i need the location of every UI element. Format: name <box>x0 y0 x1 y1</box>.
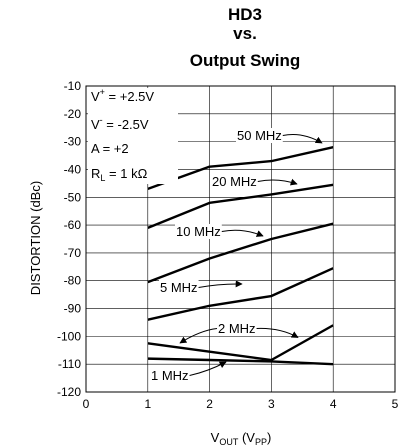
series-label-bg <box>236 128 283 143</box>
y-tick-label: -110 <box>58 357 81 371</box>
x-tick-label: 1 <box>144 397 151 411</box>
y-tick-label: -40 <box>64 162 82 176</box>
x-tick-label: 3 <box>268 397 275 411</box>
annotation-arrow <box>221 229 264 237</box>
series-label-bg <box>211 174 258 189</box>
y-tick-label: -60 <box>64 218 82 232</box>
y-tick-label: -10 <box>64 79 82 93</box>
conditions-box: V+ = +2.5V V- = -2.5V A = +2 RL = 1 kΩ <box>88 87 178 184</box>
plot-frame <box>85 85 396 393</box>
series-line-1-mhz <box>147 357 334 366</box>
y-tick-label: -120 <box>57 385 81 399</box>
chart-title-line-1: HD3 <box>228 5 262 24</box>
tick-labels: -10 -20 -30 -40 -50 -60 -70 -80 -90 -100 -110 -1200… <box>57 79 399 411</box>
chart-title-line-3: Output Swing <box>190 51 300 70</box>
series-labels: 50 MHz 20 MHz 10 MHz 5 MHz 2 MHz 1 MHz <box>150 128 323 383</box>
y-tick-label: -90 <box>64 302 82 316</box>
series-line-5-mhz <box>147 267 334 321</box>
series-line-10-mhz <box>147 222 334 284</box>
series-lines <box>147 146 334 366</box>
series-line-20-mhz <box>147 183 334 229</box>
x-tick-label: 5 <box>392 397 399 411</box>
series-label-10-mhz: 10 MHz <box>176 224 221 239</box>
y-tick-label: -100 <box>57 329 81 343</box>
annotation-arrow <box>189 361 227 376</box>
x-tick-label: 2 <box>206 397 213 411</box>
annotation-arrow <box>198 280 243 288</box>
x-tick-label: 0 <box>83 397 90 411</box>
condition-line: V- = -2.5V <box>91 115 149 132</box>
series-label-2-mhz: 2 MHz <box>218 321 256 336</box>
y-tick-label: -20 <box>64 107 82 121</box>
condition-line: V+ = +2.5V <box>91 87 154 104</box>
y-tick-label: -80 <box>64 274 82 288</box>
series-label-5-mhz: 5 MHz <box>160 280 198 295</box>
series-label-bg <box>217 321 257 336</box>
series-label-bg <box>150 368 190 383</box>
series-line-50-mhz <box>147 146 334 191</box>
x-tick-label: 4 <box>330 397 337 411</box>
series-label-20-mhz: 20 MHz <box>212 174 257 189</box>
series-label-bg <box>175 224 222 239</box>
y-tick-label: -30 <box>64 135 82 149</box>
chart-title-line-2: vs. <box>233 24 257 43</box>
y-tick-label: -70 <box>64 246 82 260</box>
x-axis-title: VOUT (VPP) <box>211 430 272 447</box>
conditions-bg <box>88 88 178 184</box>
annotation-arrow <box>256 327 299 338</box>
y-axis-title: DISTORTION (dBc) <box>28 181 43 295</box>
annotation-arrow <box>282 133 323 144</box>
condition-line: RL = 1 kΩ <box>91 166 148 183</box>
series-label-1-mhz: 1 MHz <box>151 368 189 383</box>
series-line-2-mhz <box>147 324 334 362</box>
annotation-arrow <box>179 328 218 344</box>
annotation-arrow <box>257 178 298 186</box>
y-tick-label: -50 <box>64 190 82 204</box>
series-label-bg <box>159 280 199 295</box>
series-label-50-mhz: 50 MHz <box>237 128 282 143</box>
condition-line: A = +2 <box>91 141 129 156</box>
